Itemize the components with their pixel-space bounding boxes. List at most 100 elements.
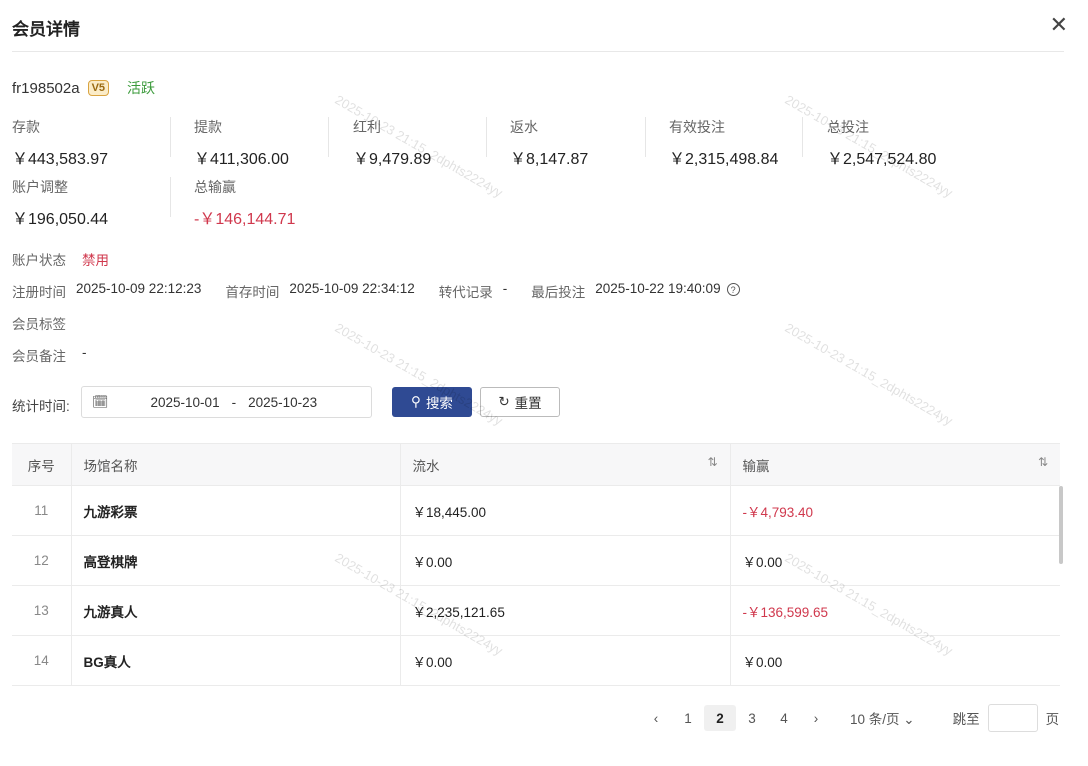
stat-label: 总投注 bbox=[827, 119, 869, 135]
column-header-index: 序号 bbox=[12, 443, 72, 486]
filter-label: 统计时间: bbox=[12, 399, 70, 414]
stat-total-win: 总输赢 -￥146,144.71 bbox=[194, 177, 344, 229]
account-status-row: 账户状态 禁用 bbox=[12, 249, 109, 269]
win-loss: ￥0.00 bbox=[730, 635, 1060, 686]
remark-value: - bbox=[82, 345, 87, 360]
activity-status: 活跃 bbox=[127, 80, 156, 96]
stat-bonus: 红利 ￥9,479.89 bbox=[353, 117, 503, 169]
win-loss: ￥0.00 bbox=[730, 535, 1060, 586]
venue-name: 九游彩票 bbox=[71, 485, 401, 536]
row-index: 11 bbox=[12, 485, 72, 536]
stat-value: -￥146,144.71 bbox=[194, 211, 296, 228]
row-index: 14 bbox=[12, 635, 72, 686]
date-range-picker[interactable]: 🗓 2025-10-01 - 2025-10-23 bbox=[81, 386, 372, 418]
stat-value: ￥2,547,524.80 bbox=[827, 151, 937, 168]
venue-table: 序号 场馆名称 流水 ⇅ 输赢 ⇅ 11 九游彩票 ￥18,445.00 -￥4,793.… bbox=[12, 443, 1060, 686]
page-size-select[interactable]: 10 条/页 ⌄ bbox=[850, 708, 915, 728]
stat-adjustment: 账户调整 ￥196,050.44 bbox=[12, 177, 162, 229]
column-header-venue: 场馆名称 bbox=[71, 443, 401, 486]
stat-label: 账户调整 bbox=[12, 179, 68, 195]
scrollbar[interactable] bbox=[1059, 486, 1063, 564]
row-index: 12 bbox=[12, 535, 72, 586]
stat-value: ￥8,147.87 bbox=[510, 151, 589, 168]
jump-label: 跳至 bbox=[952, 712, 980, 727]
remark-label: 会员备注 bbox=[12, 349, 66, 364]
refresh-icon: ↻ bbox=[498, 394, 510, 409]
stat-value: ￥196,050.44 bbox=[12, 211, 109, 228]
page-4[interactable]: 4 bbox=[780, 710, 788, 726]
divider bbox=[802, 117, 803, 157]
venue-name: 高登棋牌 bbox=[71, 535, 401, 586]
transfer-label: 转代记录 bbox=[438, 285, 493, 300]
stat-deposit: 存款 ￥443,583.97 bbox=[12, 117, 162, 169]
column-header-winloss[interactable]: 输赢 ⇅ bbox=[730, 443, 1060, 486]
stat-valid-bet: 有效投注 ￥2,315,498.84 bbox=[669, 117, 819, 169]
table-row: 11 九游彩票 ￥18,445.00 -￥4,793.40 bbox=[12, 485, 1060, 536]
stat-label: 提款 bbox=[194, 119, 222, 135]
register-value: 2025-10-09 22:12:23 bbox=[76, 281, 202, 296]
win-loss: -￥136,599.65 bbox=[730, 585, 1060, 636]
end-date[interactable]: 2025-10-23 bbox=[248, 394, 318, 410]
time-row: 注册时间 2025-10-09 22:12:23 首存时间 2025-10-09… bbox=[12, 281, 740, 301]
start-date[interactable]: 2025-10-01 bbox=[150, 394, 220, 410]
prev-page-icon[interactable]: ‹ bbox=[653, 710, 659, 726]
search-button[interactable]: ⚲ 搜索 bbox=[392, 387, 472, 417]
date-separator: - bbox=[231, 394, 237, 410]
remark-row: 会员备注 - bbox=[12, 345, 87, 365]
close-icon[interactable]: ✕ bbox=[1049, 12, 1068, 37]
column-label: 流水 bbox=[412, 458, 440, 474]
stat-withdraw: 提款 ￥411,306.00 bbox=[194, 117, 344, 169]
sort-icon[interactable]: ⇅ bbox=[1037, 454, 1048, 469]
stat-label: 存款 bbox=[12, 119, 40, 135]
page-suffix: 页 bbox=[1045, 712, 1060, 727]
page-3[interactable]: 3 bbox=[748, 710, 756, 726]
table-header: 序号 场馆名称 流水 ⇅ 输赢 ⇅ bbox=[12, 443, 1060, 486]
divider bbox=[170, 177, 171, 217]
stat-value: ￥443,583.97 bbox=[12, 151, 109, 168]
turnover: ￥2,235,121.65 bbox=[400, 585, 731, 636]
tags-row: 会员标签 bbox=[12, 313, 66, 333]
stat-label: 红利 bbox=[353, 119, 381, 135]
stat-label: 返水 bbox=[510, 119, 538, 135]
divider bbox=[645, 117, 646, 157]
sort-icon[interactable]: ⇅ bbox=[707, 454, 718, 469]
divider bbox=[486, 117, 487, 157]
reset-button[interactable]: ↻ 重置 bbox=[480, 387, 560, 417]
member-header: fr198502a V5 活跃 bbox=[12, 78, 155, 98]
search-icon: ⚲ bbox=[411, 394, 421, 409]
stat-label: 总输赢 bbox=[194, 179, 236, 195]
divider bbox=[328, 117, 329, 157]
row-index: 13 bbox=[12, 585, 72, 636]
turnover: ￥18,445.00 bbox=[400, 485, 731, 536]
reset-label: 重置 bbox=[514, 396, 542, 411]
last-bet-label: 最后投注 bbox=[531, 285, 586, 300]
last-bet-value: 2025-10-22 19:40:09 bbox=[595, 281, 721, 296]
stat-total-bet: 总投注 ￥2,547,524.80 bbox=[827, 117, 977, 169]
stat-label: 有效投注 bbox=[669, 119, 725, 135]
page-2[interactable]: 2 bbox=[704, 705, 736, 731]
divider bbox=[170, 117, 171, 157]
help-icon[interactable]: ? bbox=[726, 283, 740, 296]
win-loss: -￥4,793.40 bbox=[730, 485, 1060, 536]
watermark: 2025-10-23 21:15_2dphts2224yy bbox=[782, 320, 956, 429]
stat-value: ￥2,315,498.84 bbox=[669, 151, 779, 168]
column-header-turnover[interactable]: 流水 ⇅ bbox=[400, 443, 731, 486]
stat-value: ￥411,306.00 bbox=[194, 151, 289, 168]
pagination: ‹ 1 2 3 4 › 10 条/页 ⌄ 跳至 页 bbox=[640, 704, 1059, 732]
tags-label: 会员标签 bbox=[12, 317, 66, 332]
calendar-icon: 🗓 bbox=[92, 394, 109, 409]
username: fr198502a bbox=[12, 79, 80, 97]
stat-value: ￥9,479.89 bbox=[353, 151, 432, 168]
status-label: 账户状态 bbox=[12, 253, 66, 268]
next-page-icon[interactable]: › bbox=[813, 710, 819, 726]
first-deposit-label: 首存时间 bbox=[225, 285, 280, 300]
transfer-value: - bbox=[502, 281, 508, 296]
venue-name: BG真人 bbox=[71, 635, 401, 686]
jump-page-input[interactable] bbox=[987, 704, 1038, 732]
search-label: 搜索 bbox=[425, 396, 453, 411]
vip-badge: V5 bbox=[87, 80, 110, 96]
page-1[interactable]: 1 bbox=[684, 710, 692, 726]
status-value: 禁用 bbox=[82, 253, 109, 268]
chevron-down-icon: ⌄ bbox=[903, 712, 915, 727]
stat-rebate: 返水 ￥8,147.87 bbox=[510, 117, 660, 169]
